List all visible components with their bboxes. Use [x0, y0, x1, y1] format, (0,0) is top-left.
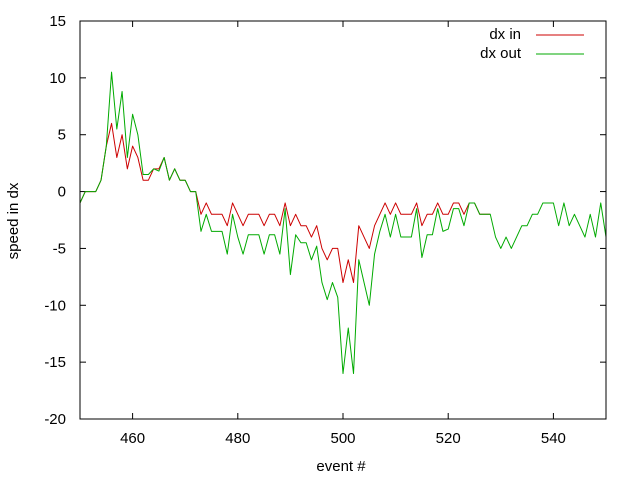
plot-frame [79, 20, 607, 420]
y-tick-label: -10 [44, 297, 66, 314]
y-tick-label: 15 [49, 13, 66, 30]
y-tick-label: -15 [44, 354, 66, 371]
y-tick-label: 5 [58, 127, 66, 144]
x-tick-label: 460 [120, 430, 145, 447]
y-tick-label: -20 [44, 411, 66, 428]
legend-label-dx-in: dx in [489, 26, 521, 43]
axis-ticks [80, 20, 606, 420]
series-layer [80, 71, 606, 375]
x-tick-label: 520 [436, 430, 461, 447]
series-line-dx-in [80, 122, 491, 284]
x-tick-label: 480 [225, 430, 250, 447]
y-axis-label: speed in dx [5, 182, 22, 259]
y-tick-label: 0 [58, 184, 66, 201]
y-tick-label: 10 [49, 70, 66, 87]
series-line-dx-out [80, 71, 606, 375]
tick-labels: -20 -15 -10 -5 0 5 10 15 460 480 500 520 540 [44, 13, 566, 447]
x-tick-label: 500 [330, 430, 355, 447]
y-tick-label: -5 [53, 240, 66, 257]
legend-label-dx-out: dx out [480, 45, 522, 62]
x-axis-label: event # [316, 458, 366, 475]
legend: dx in dx out [480, 26, 584, 62]
x-tick-label: 540 [541, 430, 566, 447]
